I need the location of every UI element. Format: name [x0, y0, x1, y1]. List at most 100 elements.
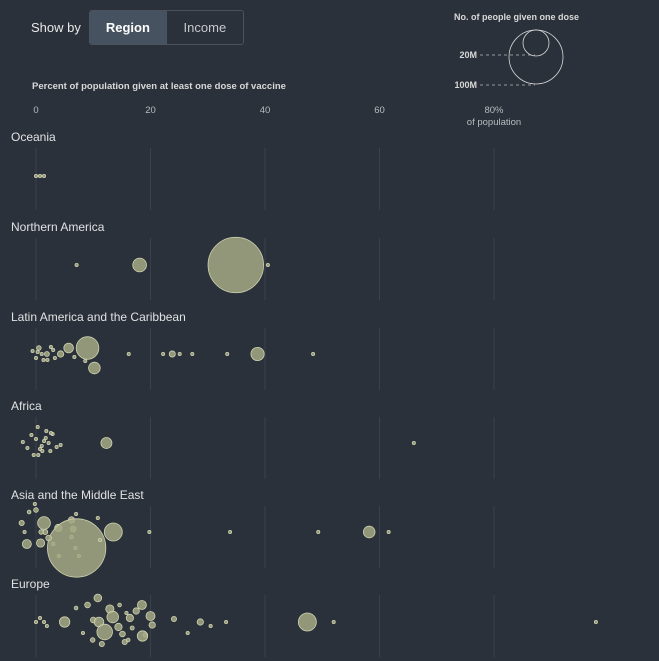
country-bubble[interactable]	[224, 620, 229, 625]
country-bubble[interactable]	[228, 530, 233, 535]
country-bubble[interactable]	[34, 620, 39, 625]
country-bubble[interactable]	[196, 618, 204, 626]
country-bubble[interactable]	[126, 351, 131, 356]
country-bubble[interactable]	[48, 430, 53, 435]
country-bubble[interactable]	[145, 611, 156, 621]
country-bubble[interactable]	[147, 530, 152, 535]
country-bubble[interactable]	[38, 616, 43, 621]
country-bubble[interactable]	[98, 537, 103, 543]
country-bubble[interactable]	[32, 501, 37, 507]
country-bubble[interactable]	[34, 173, 39, 178]
country-bubble[interactable]	[74, 262, 79, 267]
country-bubble[interactable]	[41, 357, 46, 362]
country-bubble[interactable]	[52, 355, 57, 360]
country-bubble[interactable]	[46, 440, 51, 445]
country-bubble[interactable]	[45, 357, 50, 362]
country-bubble[interactable]	[132, 607, 140, 615]
country-bubble[interactable]	[88, 361, 101, 375]
country-bubble[interactable]	[44, 428, 49, 433]
country-bubble[interactable]	[148, 621, 156, 629]
country-bubble[interactable]	[386, 530, 391, 535]
country-bubble[interactable]	[36, 345, 42, 351]
country-bubble[interactable]	[168, 350, 176, 358]
country-bubble[interactable]	[36, 452, 41, 457]
country-bubble[interactable]	[42, 438, 47, 443]
country-bubble[interactable]	[177, 351, 182, 356]
country-bubble[interactable]	[89, 637, 96, 643]
country-bubble[interactable]	[132, 257, 147, 273]
country-bubble[interactable]	[411, 440, 416, 445]
country-bubble[interactable]	[35, 424, 40, 429]
country-bubble[interactable]	[36, 538, 46, 548]
country-bubble[interactable]	[136, 630, 149, 642]
country-bubble[interactable]	[74, 512, 79, 517]
country-bubble[interactable]	[33, 507, 39, 513]
country-bubble[interactable]	[316, 530, 321, 535]
country-bubble[interactable]	[84, 601, 91, 609]
country-bubble[interactable]	[21, 539, 32, 549]
country-bubble[interactable]	[103, 522, 123, 542]
country-bubble[interactable]	[161, 351, 166, 356]
country-bubble[interactable]	[58, 442, 63, 447]
country-bubble[interactable]	[44, 351, 50, 357]
country-bubble[interactable]	[57, 350, 65, 358]
country-bubble[interactable]	[63, 342, 74, 354]
country-bubble[interactable]	[170, 616, 177, 623]
country-bubble[interactable]	[37, 516, 51, 530]
country-bubble[interactable]	[117, 602, 122, 608]
country-bubble[interactable]	[250, 346, 265, 362]
country-bubble[interactable]	[38, 529, 44, 535]
country-bubble[interactable]	[93, 593, 103, 603]
country-bubble[interactable]	[362, 525, 376, 539]
country-bubble[interactable]	[265, 262, 270, 267]
country-bubble[interactable]	[38, 173, 43, 178]
country-bubble[interactable]	[593, 620, 598, 625]
region-button[interactable]: Region	[89, 10, 166, 44]
country-bubble[interactable]	[34, 355, 39, 360]
country-bubble[interactable]	[54, 444, 59, 449]
country-bubble[interactable]	[100, 437, 113, 449]
country-bubble[interactable]	[20, 439, 25, 444]
country-bubble[interactable]	[72, 354, 77, 359]
country-bubble[interactable]	[25, 445, 30, 450]
country-bubble[interactable]	[98, 641, 105, 648]
country-bubble[interactable]	[119, 630, 126, 638]
country-bubble[interactable]	[43, 435, 48, 440]
country-bubble[interactable]	[129, 625, 135, 631]
income-button[interactable]: Income	[165, 10, 243, 44]
country-bubble[interactable]	[31, 452, 36, 457]
country-bubble[interactable]	[75, 336, 100, 360]
country-bubble[interactable]	[83, 358, 88, 363]
country-bubble[interactable]	[59, 616, 71, 628]
country-bubble[interactable]	[331, 620, 336, 625]
country-bubble[interactable]	[96, 623, 113, 641]
country-bubble[interactable]	[42, 620, 47, 625]
country-bubble[interactable]	[95, 515, 100, 521]
country-bubble[interactable]	[190, 351, 195, 356]
country-bubble[interactable]	[35, 349, 40, 354]
country-bubble[interactable]	[48, 448, 53, 453]
country-bubble[interactable]	[48, 344, 53, 349]
country-bubble[interactable]	[311, 351, 316, 356]
country-bubble[interactable]	[208, 623, 213, 629]
country-bubble[interactable]	[42, 173, 47, 178]
country-bubble[interactable]	[34, 436, 39, 441]
country-bubble[interactable]	[30, 348, 35, 353]
country-bubble[interactable]	[73, 605, 79, 611]
country-bubble[interactable]	[18, 520, 25, 527]
country-bubble[interactable]	[225, 351, 230, 356]
country-bubble[interactable]	[39, 443, 44, 448]
country-bubble[interactable]	[80, 631, 85, 636]
country-bubble[interactable]	[51, 347, 56, 352]
country-bubble[interactable]	[125, 613, 134, 623]
country-bubble[interactable]	[39, 351, 44, 356]
country-bubble[interactable]	[185, 631, 190, 636]
country-bubble[interactable]	[47, 518, 107, 578]
country-bubble[interactable]	[125, 637, 131, 643]
country-bubble[interactable]	[114, 622, 123, 632]
country-bubble[interactable]	[26, 509, 32, 515]
country-bubble[interactable]	[124, 610, 129, 616]
country-bubble[interactable]	[297, 612, 317, 632]
country-bubble[interactable]	[40, 448, 45, 453]
country-bubble[interactable]	[22, 530, 27, 535]
